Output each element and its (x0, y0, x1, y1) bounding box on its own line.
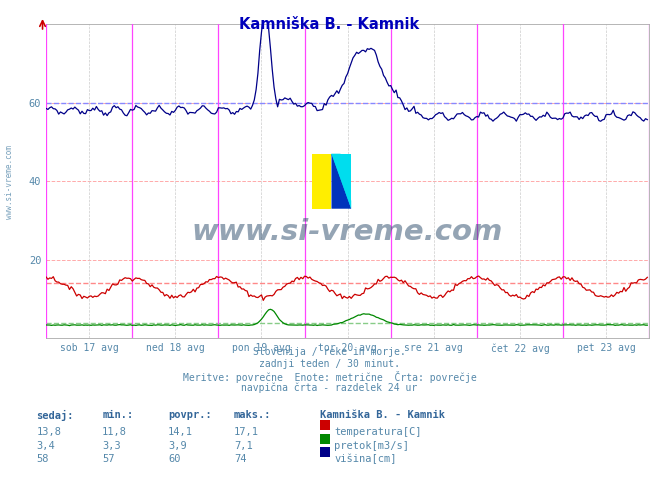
Polygon shape (331, 154, 351, 209)
Text: 57: 57 (102, 454, 115, 464)
Text: 3,9: 3,9 (168, 441, 186, 451)
Text: Meritve: povrečne  Enote: metrične  Črta: povrečje: Meritve: povrečne Enote: metrične Črta: … (183, 371, 476, 383)
Text: Kamniška B. - Kamnik: Kamniška B. - Kamnik (320, 410, 445, 420)
Text: 14,1: 14,1 (168, 427, 193, 437)
Text: 60: 60 (168, 454, 181, 464)
Polygon shape (331, 154, 351, 209)
Text: zadnji teden / 30 minut.: zadnji teden / 30 minut. (259, 359, 400, 369)
Text: višina[cm]: višina[cm] (334, 454, 397, 465)
Text: 74: 74 (234, 454, 246, 464)
Text: temperatura[C]: temperatura[C] (334, 427, 422, 437)
Text: 7,1: 7,1 (234, 441, 252, 451)
Text: navpična črta - razdelek 24 ur: navpična črta - razdelek 24 ur (241, 383, 418, 393)
Text: Kamniška B. - Kamnik: Kamniška B. - Kamnik (239, 17, 420, 32)
Text: min.:: min.: (102, 410, 133, 420)
Text: Slovenija / reke in morje.: Slovenija / reke in morje. (253, 347, 406, 357)
Text: povpr.:: povpr.: (168, 410, 212, 420)
Text: www.si-vreme.com: www.si-vreme.com (192, 218, 503, 246)
Text: 13,8: 13,8 (36, 427, 61, 437)
Text: 3,4: 3,4 (36, 441, 55, 451)
Bar (312, 154, 331, 209)
Polygon shape (331, 154, 351, 209)
Text: pretok[m3/s]: pretok[m3/s] (334, 441, 409, 451)
Text: 17,1: 17,1 (234, 427, 259, 437)
Text: 3,3: 3,3 (102, 441, 121, 451)
Text: sedaj:: sedaj: (36, 410, 74, 421)
Text: 58: 58 (36, 454, 49, 464)
Text: maks.:: maks.: (234, 410, 272, 420)
Text: www.si-vreme.com: www.si-vreme.com (5, 145, 14, 219)
Text: 11,8: 11,8 (102, 427, 127, 437)
